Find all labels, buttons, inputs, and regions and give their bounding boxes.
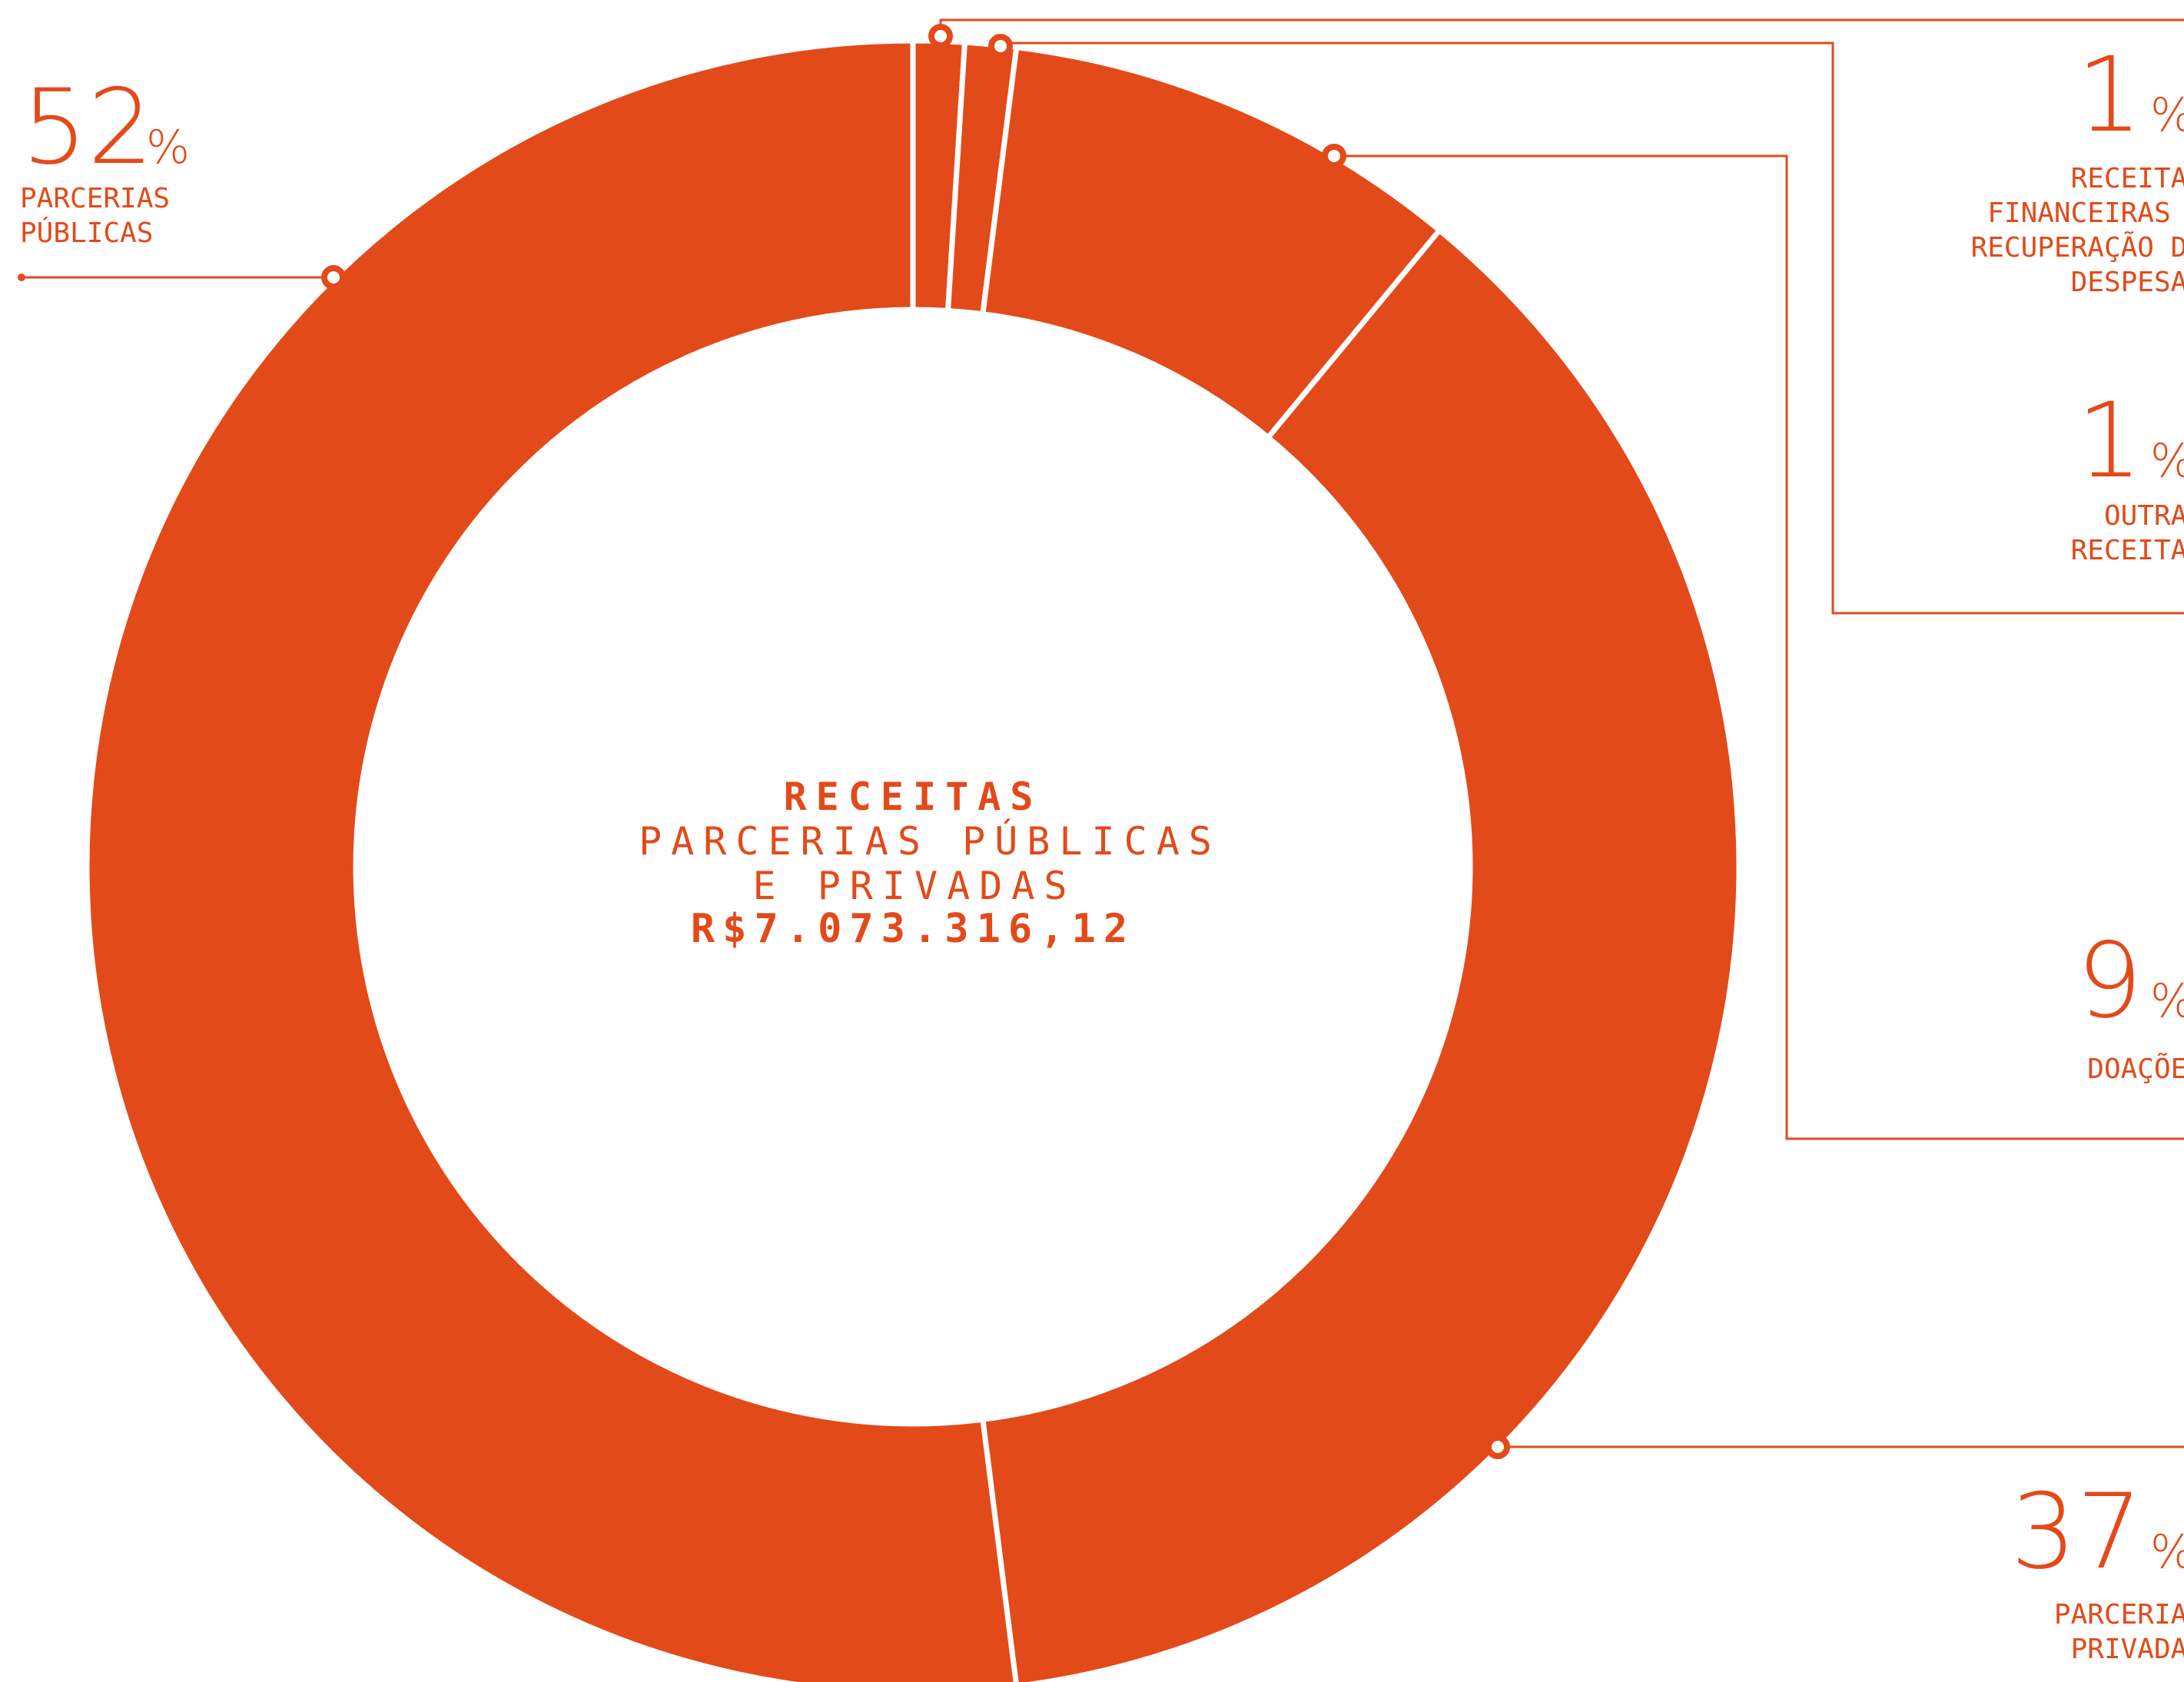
label-line: DESPESAS xyxy=(2071,267,2184,298)
pct-symbol: % xyxy=(146,121,190,174)
leader-end-dot xyxy=(18,274,25,281)
marker-doacoes xyxy=(1325,147,1343,165)
pct-symbol: % xyxy=(2150,434,2184,488)
center-label: RECEITAS PARCERIAS PÚBLICAS E PRIVADAS R… xyxy=(639,775,1221,952)
slice-parcerias-privadas xyxy=(983,231,1739,1682)
leader-line-receitas-financeiras xyxy=(941,20,2184,34)
label-parcerias-privadas: 37 % PARCERIAS PRIVADAS xyxy=(2010,1471,2184,1665)
label-line: OUTRAS xyxy=(2104,500,2184,532)
label-line: RECEITAS xyxy=(2071,535,2184,566)
pct-value: 1 xyxy=(2076,380,2143,501)
center-subtitle-line1: PARCERIAS PÚBLICAS xyxy=(639,818,1221,864)
label-line: RECUPERAÇÃO DE xyxy=(1971,231,2184,264)
pct-value: 1 xyxy=(2076,35,2143,155)
label-line: PÚBLICAS xyxy=(20,217,153,249)
label-line: PARCERIAS xyxy=(20,183,170,214)
pct-value: 37 xyxy=(2010,1471,2143,1592)
center-title: RECEITAS xyxy=(784,775,1043,819)
marker-receitas-financeiras xyxy=(931,27,950,45)
label-parcerias-publicas: 52 % PARCERIAS PÚBLICAS xyxy=(20,67,190,249)
label-line: PARCERIAS xyxy=(2054,1599,2184,1631)
marker-outras-receitas xyxy=(991,37,1010,55)
label-line: FINANCEIRAS - xyxy=(1987,197,2184,229)
label-outras-receitas: 1 % OUTRAS RECEITAS xyxy=(2071,380,2184,566)
pct-symbol: % xyxy=(2150,974,2184,1028)
pct-value: 9 xyxy=(2076,921,2143,1041)
pct-symbol: % xyxy=(2150,1525,2184,1579)
marker-parcerias-privadas xyxy=(1489,1438,1507,1456)
center-subtitle-line2: E PRIVADAS xyxy=(752,864,1076,908)
pct-symbol: % xyxy=(2150,88,2184,142)
center-total: R$7.073.316,12 xyxy=(691,906,1135,952)
pct-value: 52 xyxy=(22,67,154,187)
label-line: RECEITAS xyxy=(2071,163,2184,194)
label-line: PRIVADAS xyxy=(2071,1634,2184,1665)
marker-parcerias-publicas xyxy=(324,268,343,287)
label-doacoes: 9 % DOAÇÕES xyxy=(2076,921,2184,1085)
label-receitas-financeiras: 1 % RECEITAS FINANCEIRAS - RECUPERAÇÃO D… xyxy=(1971,35,2184,298)
label-line: DOAÇÕES xyxy=(2087,1053,2184,1085)
